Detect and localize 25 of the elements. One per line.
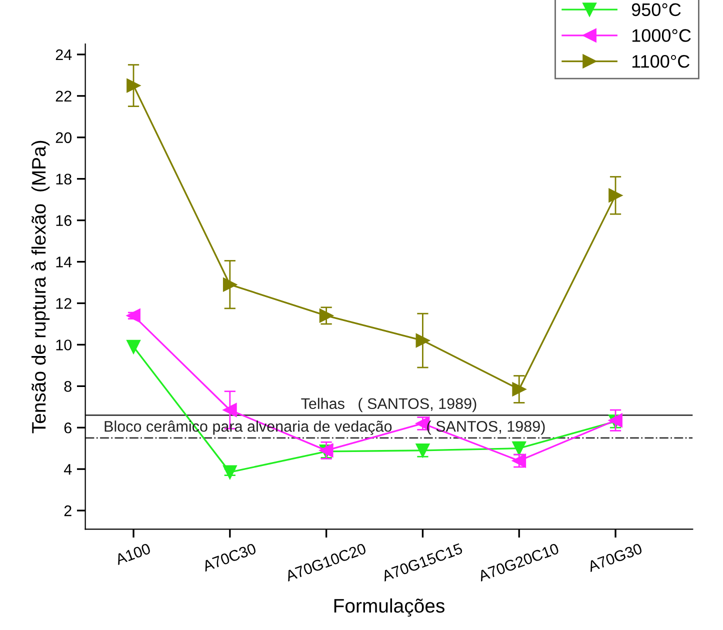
y-tick-label: 4 bbox=[64, 464, 72, 475]
point bbox=[222, 278, 237, 292]
point bbox=[512, 382, 526, 396]
y-tick-label: 22 bbox=[56, 90, 72, 102]
x-tick-label: A100 bbox=[114, 542, 152, 566]
legend-label: 1000°C bbox=[632, 29, 691, 42]
y-tick-label: 16 bbox=[56, 215, 72, 226]
point bbox=[608, 188, 622, 202]
y-tick-label: 10 bbox=[56, 340, 72, 350]
y-tick-label: 24 bbox=[56, 49, 72, 60]
y-tick-label: 12 bbox=[56, 298, 72, 309]
point bbox=[222, 403, 237, 417]
ref-line-label: Telhas ( SANTOS, 1989) bbox=[301, 398, 476, 412]
legend-label: 1100°C bbox=[632, 55, 690, 68]
legend-label: 950°C bbox=[632, 3, 681, 16]
y-tick-label: 20 bbox=[56, 132, 72, 144]
y-tick-label: 14 bbox=[56, 256, 72, 268]
y-tick-label: 2 bbox=[64, 505, 72, 516]
y-tick-label: 8 bbox=[64, 381, 72, 392]
y-tick-label: 6 bbox=[64, 422, 72, 434]
point bbox=[126, 78, 140, 93]
point bbox=[126, 340, 140, 354]
x-axis-title: Formulações bbox=[334, 598, 444, 617]
y-axis-title: Tensão de ruptura à flexão (MPa) bbox=[31, 140, 50, 434]
y-tick-label: 18 bbox=[56, 174, 72, 185]
